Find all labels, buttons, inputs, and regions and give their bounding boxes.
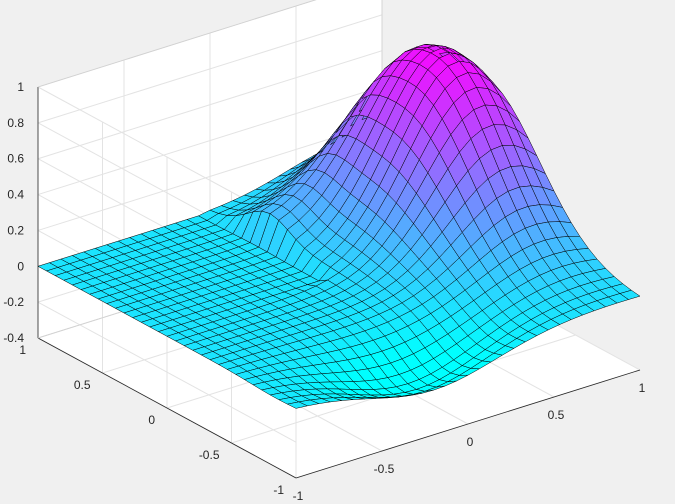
y-tick-label: -1 bbox=[273, 483, 284, 497]
z-tick-label: 1 bbox=[17, 80, 24, 94]
y-axis-line bbox=[37, 337, 297, 479]
z-tick-label: 0.2 bbox=[7, 223, 24, 237]
grid-line-z-right bbox=[37, 50, 383, 160]
x-tick-label: 0.5 bbox=[548, 408, 565, 422]
y-tick-label: 1 bbox=[19, 343, 26, 357]
y-tick-label: -0.5 bbox=[199, 448, 220, 462]
x-tick-label: -0.5 bbox=[374, 462, 395, 476]
z-tick-label: -0.4 bbox=[3, 331, 24, 345]
y-tick-label: 0 bbox=[148, 413, 155, 427]
z-tick-label: 0 bbox=[17, 259, 24, 273]
z-tick-label: 0.6 bbox=[7, 152, 24, 166]
grid-line-z-right bbox=[37, 14, 383, 124]
x-tick-label: 1 bbox=[639, 381, 646, 395]
x-tick-label: 0 bbox=[467, 435, 474, 449]
grid-line-z-left bbox=[37, 301, 297, 443]
box-top-back bbox=[37, 0, 317, 88]
z-tick-label: 0.8 bbox=[7, 116, 24, 130]
grid-line-z-right bbox=[37, 121, 383, 231]
x-axis-line bbox=[295, 369, 641, 479]
z-tick-label: 0.4 bbox=[7, 188, 24, 202]
x-tick-label: -1 bbox=[293, 489, 304, 503]
grid-line-z-right bbox=[37, 86, 383, 196]
tick-labels: -0.4 -0.2 0 0.2 0.4 0.6 0.8 1 -1 -0.5 0 0.5 1 -1 -0.5 0… bbox=[3, 80, 645, 503]
surface-patch bbox=[619, 289, 641, 300]
y-tick-label: 0.5 bbox=[74, 378, 91, 392]
z-tick-label: -0.2 bbox=[3, 295, 24, 309]
surface-mesh bbox=[37, 44, 641, 409]
